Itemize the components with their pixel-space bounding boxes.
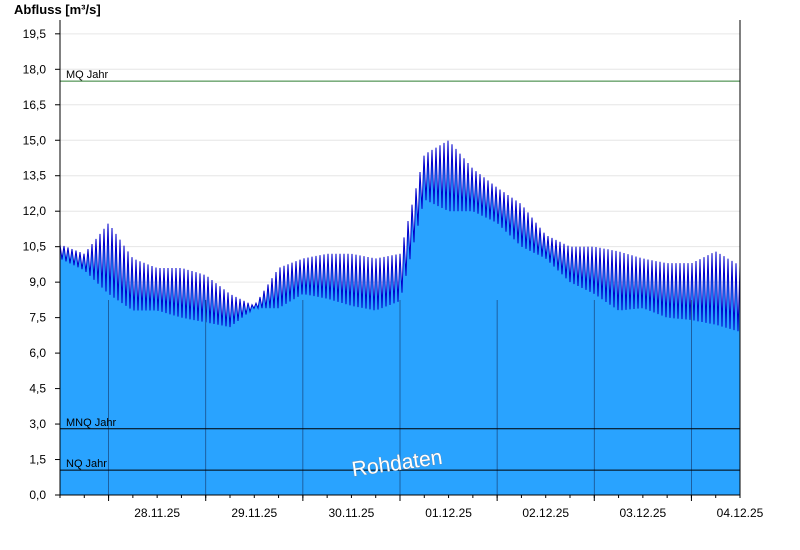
- reference-line-label: MNQ Jahr: [66, 417, 116, 429]
- y-tick-label: 7,5: [29, 311, 46, 325]
- y-ticks: 0,0 1,5 3,0 4,5 6,0 7,5 9,0 10,5 12,0 13,5 15,0 16,…: [23, 27, 60, 502]
- y-tick-label: 19,5: [23, 27, 47, 41]
- x-tick-label: 04.12.25: [717, 506, 764, 520]
- y-tick-label: 12,0: [23, 204, 47, 218]
- y-tick-label: 10,5: [23, 240, 47, 254]
- y-axis-label: Abfluss [m³/s]: [14, 2, 101, 17]
- reference-lines: MQ Jahr MNQ Jahr NQ Jahr: [60, 69, 740, 471]
- reference-line-label: NQ Jahr: [66, 458, 107, 470]
- y-tick-label: 16,5: [23, 98, 47, 112]
- x-tick-label: 29.11.25: [231, 506, 277, 520]
- y-tick-label: 18,0: [23, 62, 47, 76]
- reference-line-label: MQ Jahr: [66, 69, 109, 81]
- x-tick-label: 28.11.25: [134, 506, 180, 520]
- series-line: [59, 140, 741, 332]
- x-tick-label: 03.12.25: [619, 506, 666, 520]
- y-tick-label: 15,0: [23, 133, 47, 147]
- y-tick-label: 13,5: [23, 169, 47, 183]
- x-tick-label: 01.12.25: [425, 506, 472, 520]
- day-separators: [108, 300, 692, 495]
- y-tick-label: 6,0: [29, 346, 46, 360]
- y-tick-label: 4,5: [29, 382, 46, 396]
- x-ticks: 28.11.25 29.11.25 30.11.25 01.12.25 02.12.25…: [59, 495, 764, 520]
- y-tick-label: 3,0: [29, 417, 46, 431]
- y-tick-label: 1,5: [29, 453, 46, 467]
- y-tick-label: 9,0: [29, 275, 46, 289]
- x-tick-label: 02.12.25: [522, 506, 569, 520]
- y-tick-label: 0,0: [29, 488, 46, 502]
- x-tick-label: 30.11.25: [329, 506, 375, 520]
